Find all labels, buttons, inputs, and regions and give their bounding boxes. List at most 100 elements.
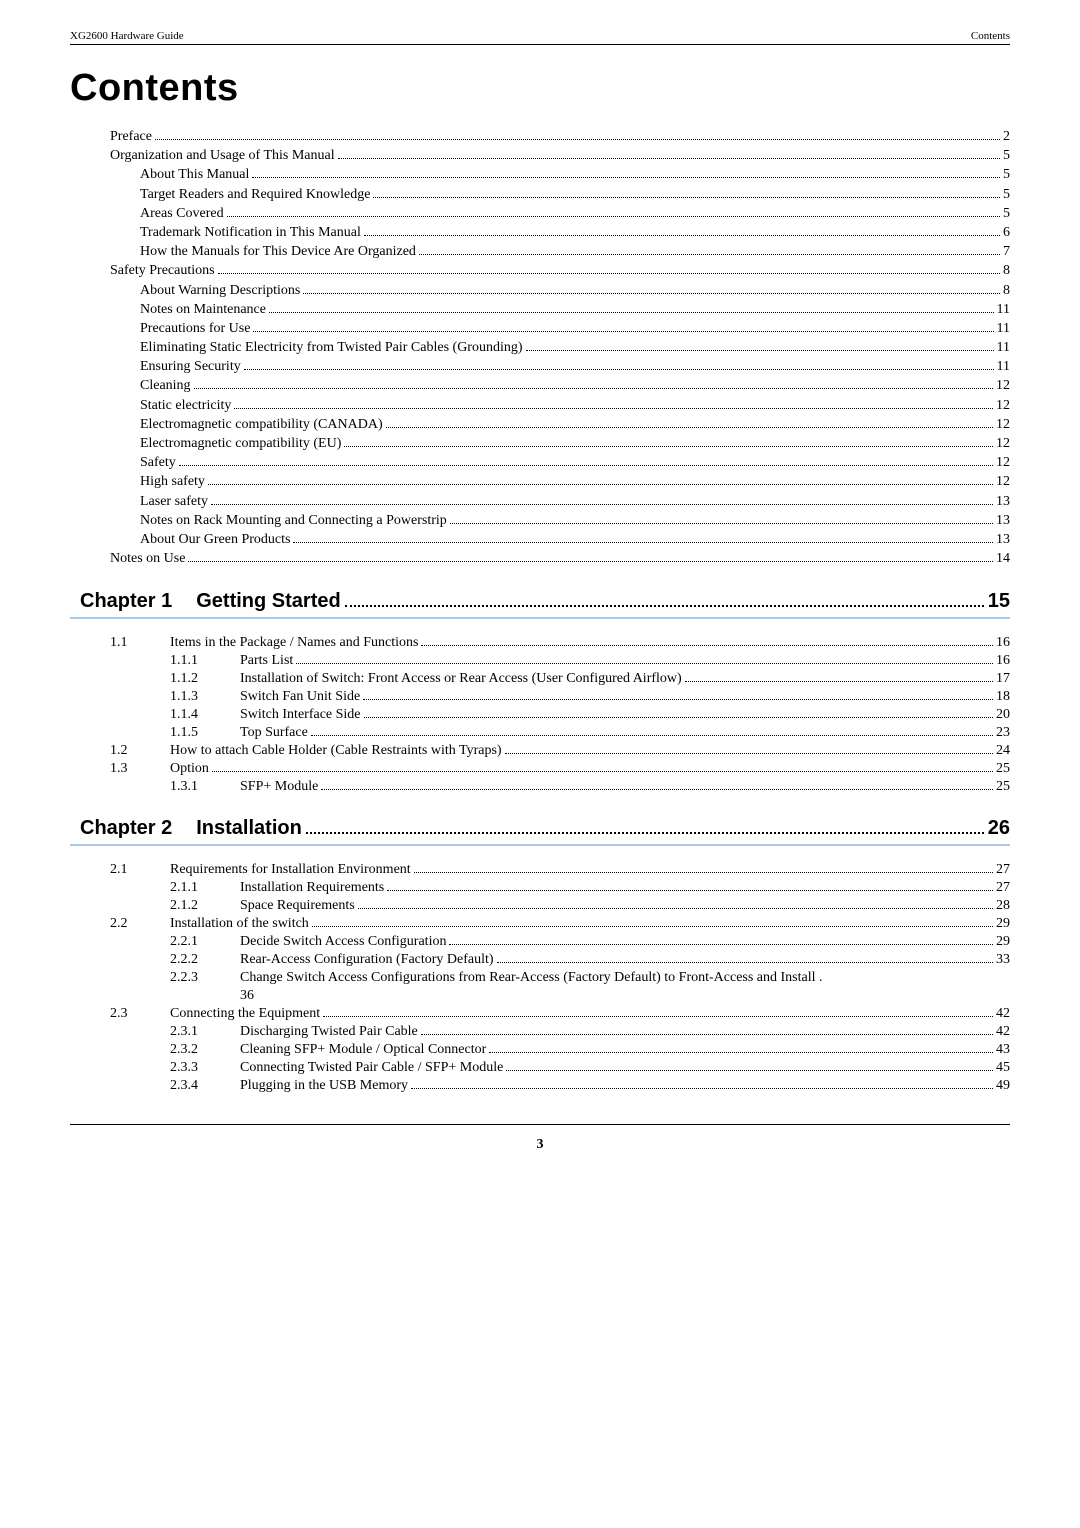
toc-page-number: 6 [1003,224,1010,242]
toc-line: 2.1Requirements for Installation Environ… [70,862,1010,878]
toc-page-number: 5 [1003,147,1010,165]
toc-leader-dots [364,235,1000,236]
toc-line: Preface 2 [70,128,1010,146]
section-title: Requirements for Installation Environmen… [170,862,411,878]
toc-leader-dots [208,484,993,485]
toc-page-number: 18 [996,689,1010,705]
toc-label: High safety [140,473,205,491]
toc-label: Precautions for Use [140,320,250,338]
toc-line: Notes on Maintenance 11 [70,301,1010,319]
toc-page-number: 13 [996,512,1010,530]
toc-leader-dots [303,293,1000,294]
chapter-page-number: 15 [988,590,1010,613]
subsection-title: Plugging in the USB Memory [240,1078,408,1094]
toc-label: Preface [110,128,152,146]
toc-label: Cleaning [140,377,191,395]
toc-label: Notes on Use [110,550,185,568]
toc-label: Target Readers and Required Knowledge [140,186,370,204]
toc-page-number: 27 [996,880,1010,896]
toc-page-number: 12 [996,416,1010,434]
chapter-underline [70,617,1010,619]
toc-page-number: 11 [997,358,1010,376]
toc-page-number: 5 [1003,186,1010,204]
section-title: Installation of the switch [170,916,309,932]
toc-line: About Our Green Products 13 [70,531,1010,549]
toc-line: High safety 12 [70,473,1010,491]
toc-label: Organization and Usage of This Manual [110,147,335,165]
toc-line: Trademark Notification in This Manual 6 [70,224,1010,242]
toc-leader-dots [344,446,993,447]
toc-page-number: 12 [996,377,1010,395]
toc-line: 1.3Option 25 [70,761,1010,777]
toc-line: Cleaning 12 [70,377,1010,395]
toc-leader-dots [387,890,993,891]
toc-page-number: 8 [1003,282,1010,300]
toc-label: Safety [140,454,176,472]
toc-leader-dots [386,427,993,428]
section-number: 1.1 [70,635,170,651]
toc-leader-dots [363,699,993,700]
subsection-number: 1.1.3 [70,689,240,705]
toc-label: Safety Precautions [110,262,215,280]
page-title: Contents [70,67,1010,110]
toc-page-number: 49 [996,1078,1010,1094]
subsection-title: Decide Switch Access Configuration [240,934,446,950]
toc-page-number: 13 [996,531,1010,549]
toc-front-matter: Preface 2Organization and Usage of This … [70,128,1010,568]
toc-page-number: 12 [996,473,1010,491]
toc-page-number: 17 [996,671,1010,687]
toc-line: Notes on Rack Mounting and Connecting a … [70,512,1010,530]
toc-line: 2.2Installation of the switch 29 [70,916,1010,932]
subsection-number: 2.3.4 [70,1078,240,1094]
toc-line: 1.1.3Switch Fan Unit Side 18 [70,689,1010,705]
toc-leader-dots [338,158,1000,159]
section-number: 1.3 [70,761,170,777]
subsection-number: 1.1.4 [70,707,240,723]
section-block: 1.1Items in the Package / Names and Func… [70,635,1010,795]
toc-line: How the Manuals for This Device Are Orga… [70,243,1010,261]
toc-page-number: 33 [996,952,1010,968]
toc-label: About Warning Descriptions [140,282,300,300]
toc-line: Ensuring Security 11 [70,358,1010,376]
section-title: Items in the Package / Names and Functio… [170,635,418,651]
section-title: How to attach Cable Holder (Cable Restra… [170,743,502,759]
toc-line: 1.2How to attach Cable Holder (Cable Res… [70,743,1010,759]
toc-leader-dots [526,350,994,351]
continuation-text: 36 [70,988,254,1004]
toc-leader-dots [411,1088,993,1089]
section-title: Option [170,761,209,777]
toc-leader-dots [358,908,993,909]
toc-label: Areas Covered [140,205,224,223]
toc-page-number: 5 [1003,205,1010,223]
toc-leader-dots [211,504,993,505]
toc-line: Notes on Use 14 [70,550,1010,568]
subsection-number: 2.3.1 [70,1024,240,1040]
toc-line: 2.2.3Change Switch Access Configurations… [70,970,1010,986]
toc-page-number: 25 [996,779,1010,795]
toc-page-number: 7 [1003,243,1010,261]
subsection-number: 1.1.1 [70,653,240,669]
toc-line: Safety Precautions 8 [70,262,1010,280]
toc-page-number: 2 [1003,128,1010,146]
toc-leader-dots [505,753,993,754]
toc-page-number: 11 [997,301,1010,319]
section-block: 2.1Requirements for Installation Environ… [70,862,1010,1094]
toc-leader-dots [244,369,994,370]
toc-line: Target Readers and Required Knowledge 5 [70,186,1010,204]
toc-line: 1.1.2Installation of Switch: Front Acces… [70,671,1010,687]
toc-leader-dots [179,465,993,466]
subsection-number: 1.1.2 [70,671,240,687]
toc-line: 2.1.2Space Requirements 28 [70,898,1010,914]
toc-leader-dots [321,789,993,790]
toc-page-number: 27 [996,862,1010,878]
toc-label: Eliminating Static Electricity from Twis… [140,339,523,357]
subsection-number: 2.3.2 [70,1042,240,1058]
toc-label: About Our Green Products [140,531,290,549]
toc-line: Static electricity 12 [70,397,1010,415]
toc-line: 1.1.1Parts List 16 [70,653,1010,669]
toc-leader-dots [155,139,1000,140]
toc-page-number: 11 [997,320,1010,338]
subsection-title: Cleaning SFP+ Module / Optical Connector [240,1042,486,1058]
section-number: 2.3 [70,1006,170,1022]
toc-leader-dots [373,197,1000,198]
